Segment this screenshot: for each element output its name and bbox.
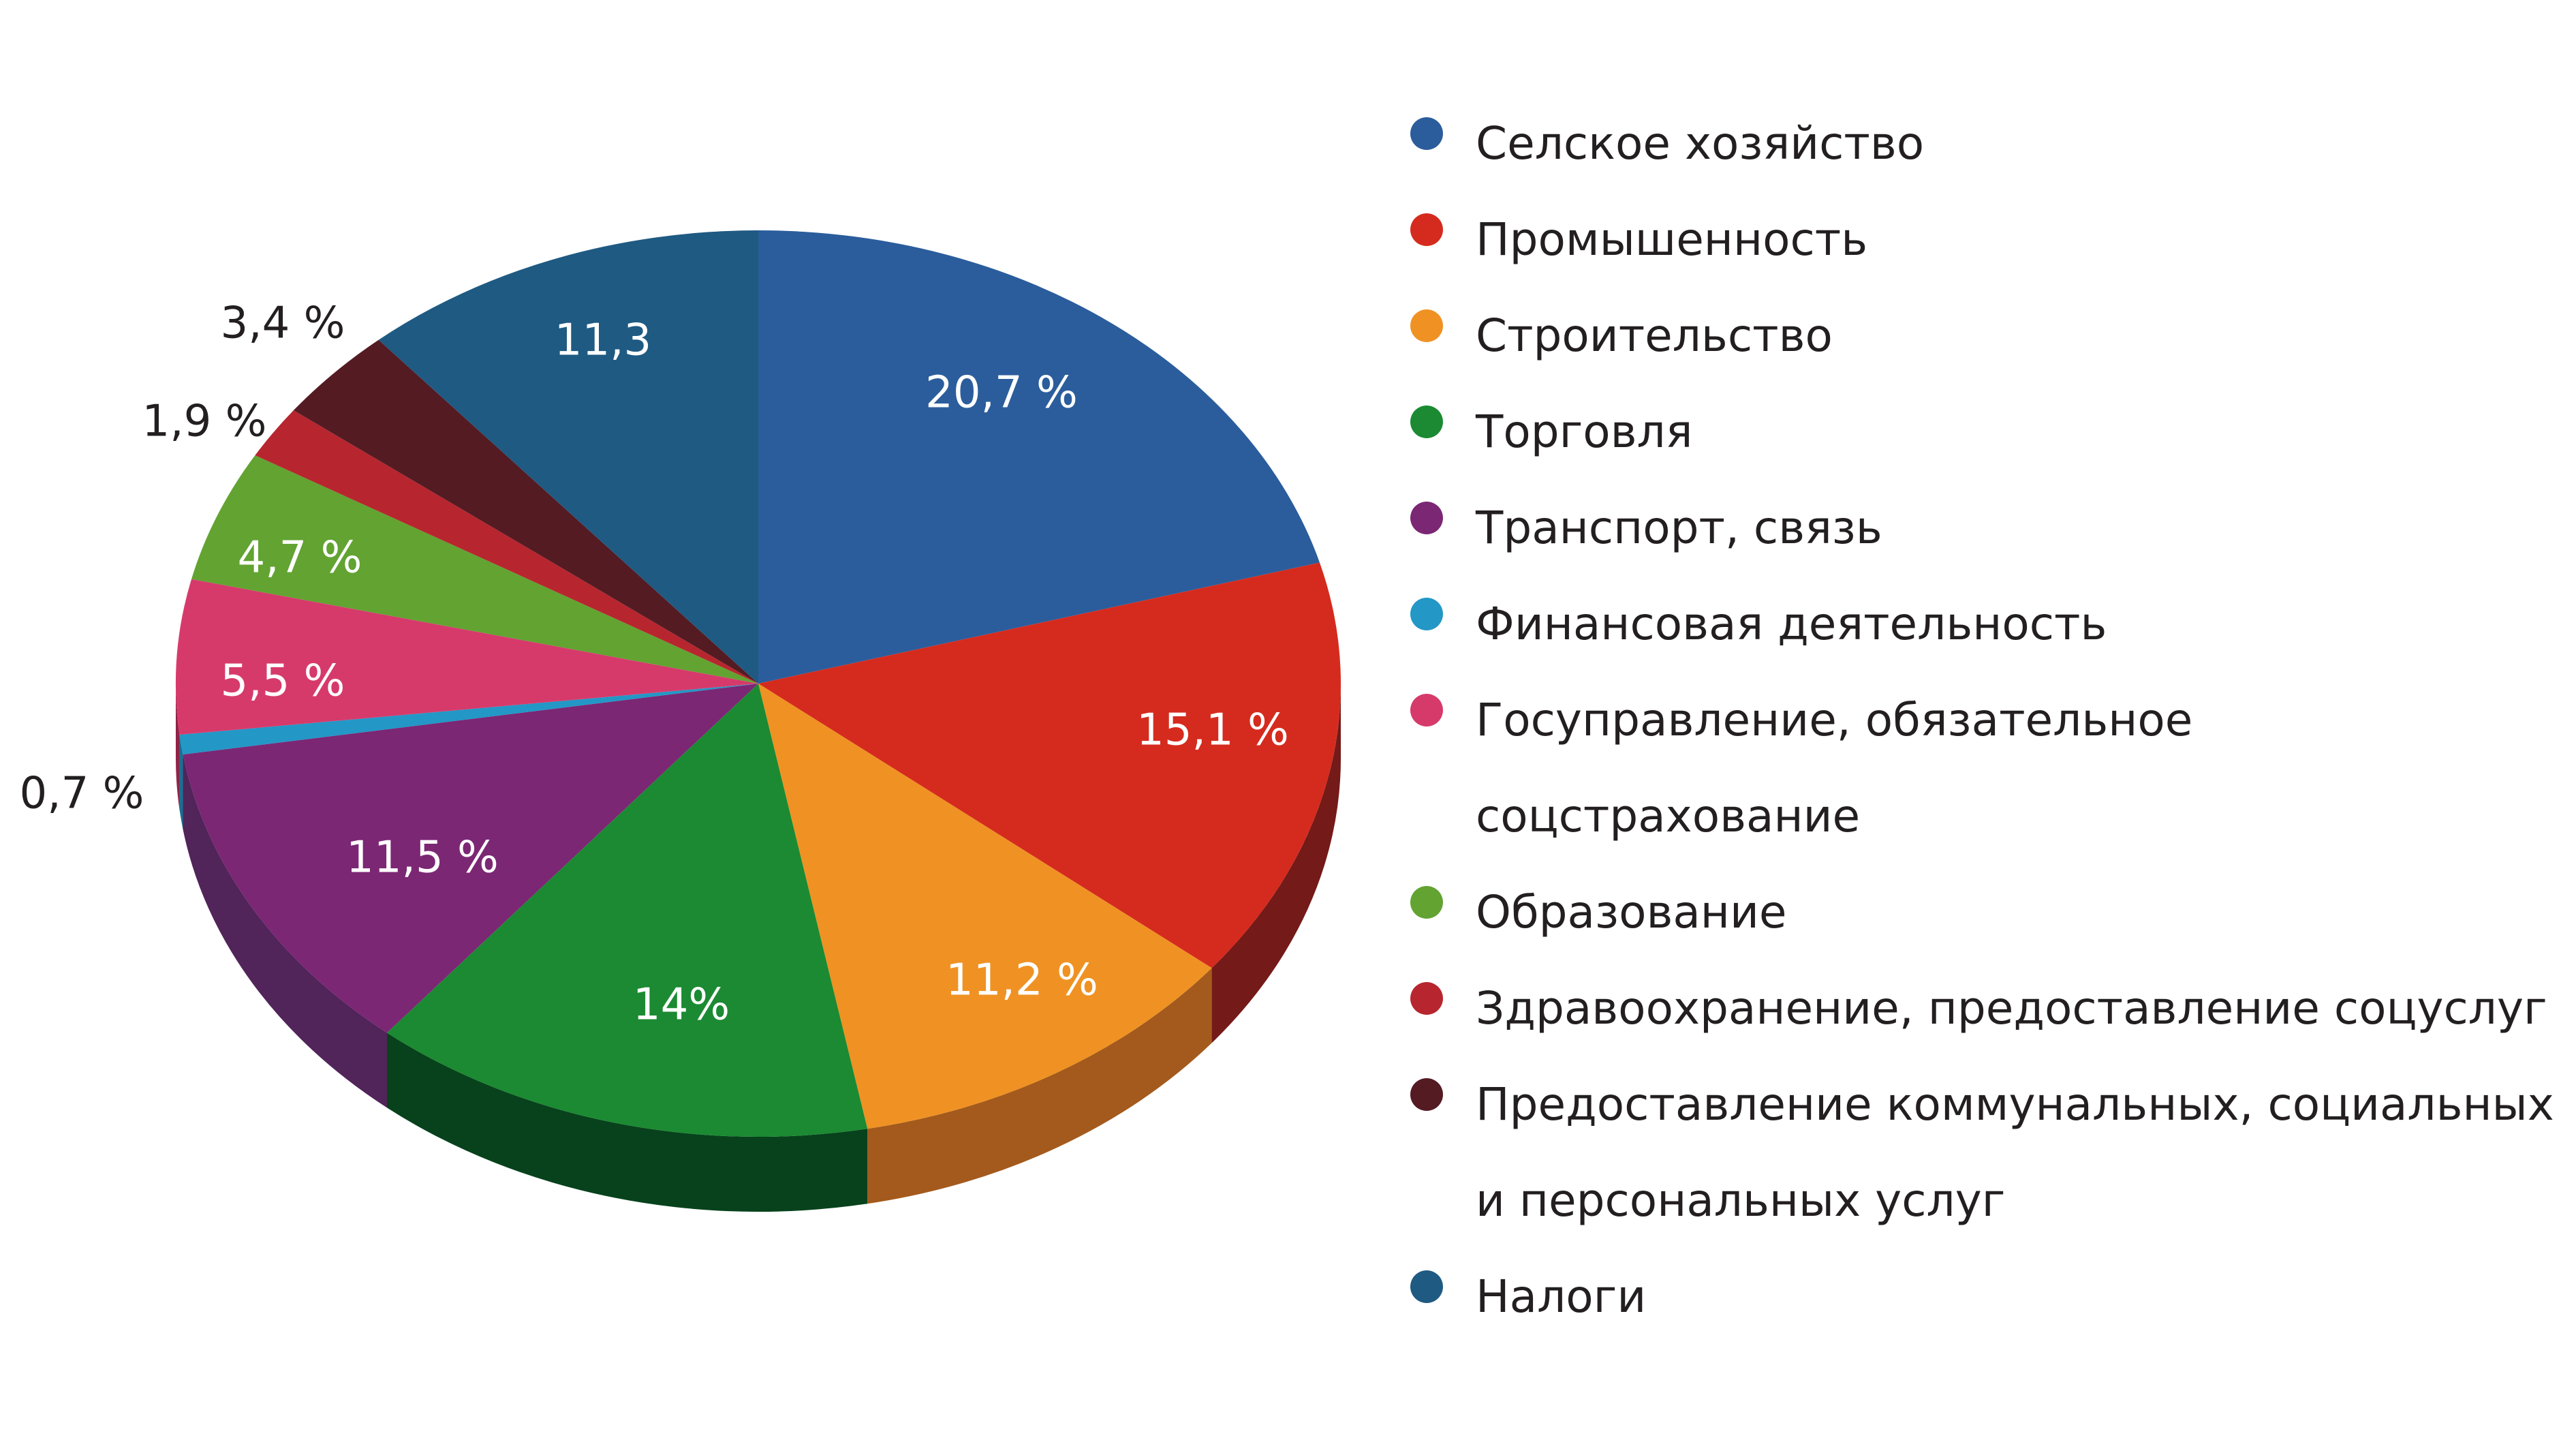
legend-swatch (1410, 117, 1443, 150)
slice-2-label: 11,2 % (946, 955, 1098, 1006)
slice-7-label: 4,7 % (238, 533, 362, 583)
legend-swatch (1410, 406, 1443, 438)
legend-item: Торговля (1410, 384, 2562, 480)
legend-swatch (1410, 982, 1443, 1015)
legend-swatch (1410, 1270, 1443, 1303)
slice-3 (387, 684, 868, 1137)
slice-6 (176, 579, 759, 735)
slice-5-side (179, 735, 183, 830)
legend-label: Транспорт, связь (1476, 502, 1882, 554)
legend-label: Торговля (1476, 406, 1693, 458)
slice-2 (758, 684, 1212, 1129)
legend-label: Строительство (1476, 309, 1833, 362)
slice-5 (179, 684, 758, 755)
legend-item: Строительство (1410, 288, 2562, 384)
legend-label: Госуправление, обязательное соцстрахован… (1476, 694, 2193, 842)
pie-depth-layer (176, 684, 1341, 1212)
legend-item: Транспорт, связь (1410, 480, 2562, 576)
slice-2-side (867, 968, 1212, 1204)
legend-item: Здравоохранение, предоставление соцуслуг (1410, 960, 2562, 1056)
legend-item: Налоги (1410, 1249, 2562, 1345)
legend-label: Предоставление коммунальных, социальных … (1476, 1078, 2554, 1227)
slice-1-label: 15,1 % (1136, 705, 1289, 756)
slice-9 (293, 339, 758, 684)
legend-swatch (1410, 598, 1443, 630)
legend-item: Предоставление коммунальных, социальных … (1410, 1056, 2562, 1249)
legend-swatch (1410, 886, 1443, 919)
slice-3-label: 14% (633, 980, 730, 1030)
legend-swatch (1410, 309, 1443, 342)
legend-item: Финансовая деятельность (1410, 576, 2562, 672)
slice-6-label: 5,5 % (221, 656, 345, 707)
legend-swatch (1410, 213, 1443, 246)
slice-9-label: 3,4 % (221, 299, 345, 349)
slice-3-side (387, 1032, 868, 1212)
slice-4-side (183, 754, 388, 1108)
slice-10 (378, 230, 758, 684)
slice-1-side (1211, 684, 1341, 1043)
legend-item: Промышенность (1410, 192, 2562, 288)
pie-top-layer (176, 230, 1341, 1137)
legend-label: Селское хозяйство (1476, 117, 1925, 170)
slice-4 (183, 684, 758, 1033)
legend-swatch (1410, 502, 1443, 534)
legend: Селское хозяйство Промышенность Строительс… (1410, 95, 2562, 1345)
slice-labels: 20,7 % 15,1 % 11,2 % 14% 11,5 % 0,7 % 5,5 % 4,7… (20, 299, 1289, 1030)
legend-label: Промышенность (1476, 213, 1868, 266)
legend-swatch (1410, 1078, 1443, 1111)
slice-6-side (176, 684, 180, 810)
legend-item: Селское хозяйство (1410, 95, 2562, 192)
legend-swatch (1410, 694, 1443, 726)
legend-item: Образование (1410, 864, 2562, 960)
slice-8 (255, 410, 759, 684)
slice-0-label: 20,7 % (925, 368, 1078, 418)
legend-label: Финансовая деятельность (1476, 598, 2107, 650)
slice-1 (758, 562, 1341, 968)
legend-label: Налоги (1476, 1270, 1647, 1323)
legend-label: Образование (1476, 886, 1787, 938)
slice-5-label: 0,7 % (20, 769, 144, 819)
legend-label: Здравоохранение, предоставление соцуслуг (1476, 982, 2547, 1035)
slice-7 (191, 455, 759, 684)
slice-10-label: 11,3 (555, 316, 652, 366)
slice-4-label: 11,5 % (346, 833, 499, 883)
slice-8-label: 1,9 % (142, 397, 267, 447)
slice-0 (758, 230, 1320, 684)
legend-item: Госуправление, обязательное соцстрахован… (1410, 672, 2562, 864)
